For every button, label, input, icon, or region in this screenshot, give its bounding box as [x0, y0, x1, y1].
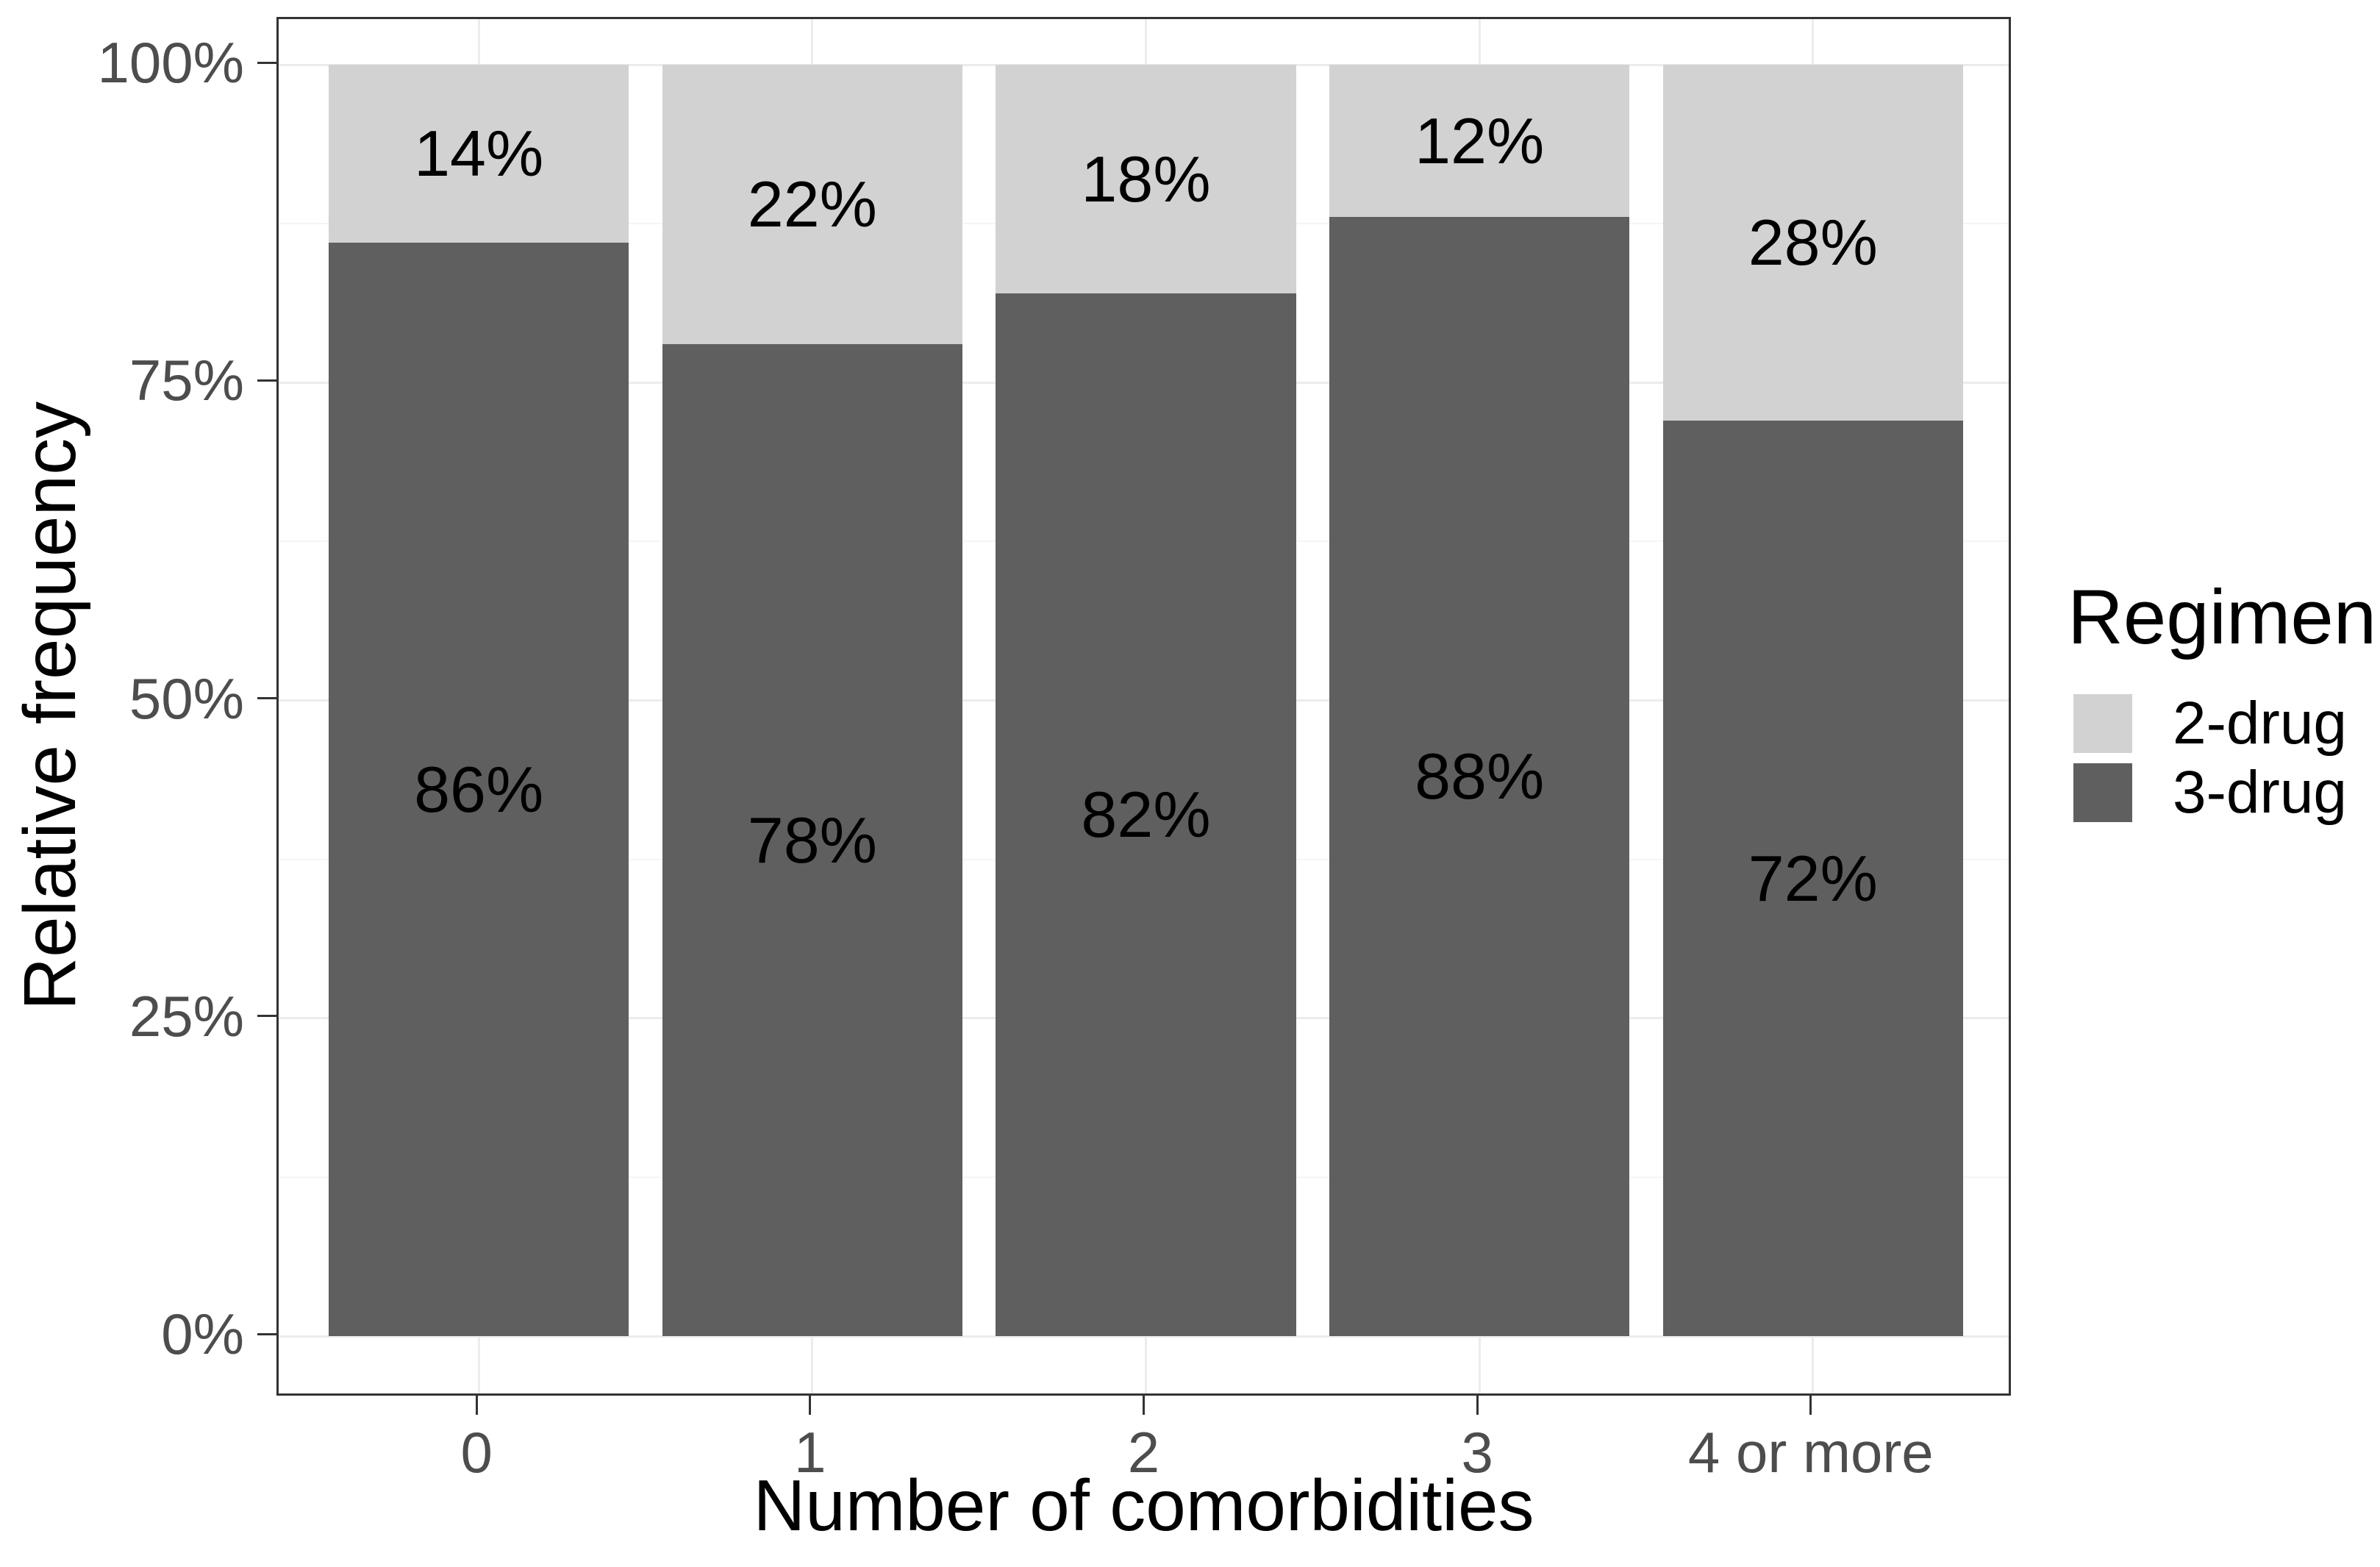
- y-tick-label: 50%: [129, 665, 244, 731]
- y-axis-tick: [257, 1015, 276, 1018]
- bar-segment-3-drug: [996, 293, 1296, 1336]
- legend-items: 2-drug 3-drug: [2068, 693, 2376, 823]
- y-axis-tick: [257, 61, 276, 64]
- plot-panel: 86% 14% 78% 22% 82% 18% 88% 12% 72% 28%: [276, 17, 2011, 1396]
- grid-major-line: [279, 1335, 2009, 1338]
- bar-value-label: 14%: [414, 117, 544, 190]
- legend-swatch-2-drug: [2073, 693, 2132, 753]
- bar-segment-3-drug: [1329, 217, 1630, 1336]
- legend-title: Regimen: [2068, 574, 2377, 660]
- x-axis-tick: [1476, 1396, 1479, 1415]
- y-tick-label: 0%: [161, 1302, 244, 1366]
- y-axis-tick: [257, 1332, 276, 1335]
- bar-segment-3-drug: [662, 344, 962, 1336]
- legend: Regimen 2-drug 3-drug: [2068, 575, 2376, 832]
- legend-swatch-3-drug: [2073, 763, 2132, 822]
- bar-value-label: 88%: [1415, 740, 1545, 813]
- legend-item-label: 2-drug: [2173, 689, 2348, 757]
- bar-segment-2-drug: [1662, 65, 1963, 421]
- bar-value-label: 82%: [1081, 778, 1211, 852]
- y-axis-tick: [257, 697, 276, 699]
- bar-segment-2-drug: [1329, 65, 1630, 218]
- x-tick-label: 3: [1461, 1420, 1493, 1485]
- bar-segment-2-drug: [662, 65, 962, 345]
- x-axis-tick: [809, 1396, 812, 1415]
- x-axis-tick: [1809, 1396, 1812, 1415]
- bar-value-label: 78%: [747, 803, 877, 877]
- x-tick-label: 4 or more: [1687, 1420, 1934, 1485]
- bar-value-label: 72%: [1748, 841, 1878, 915]
- x-axis-title: Number of comorbidities: [753, 1465, 1534, 1546]
- bar-segment-2-drug: [329, 65, 629, 243]
- x-axis-tick: [475, 1396, 478, 1415]
- bar-segment-3-drug: [1662, 421, 1963, 1336]
- y-tick-label: 75%: [129, 348, 244, 413]
- bar-segment-2-drug: [996, 65, 1296, 294]
- x-tick-label: 0: [460, 1420, 493, 1485]
- y-tick-label: 25%: [129, 983, 244, 1049]
- legend-item: 2-drug: [2073, 693, 2376, 754]
- legend-item-label: 3-drug: [2173, 758, 2348, 826]
- bar-value-label: 28%: [1748, 206, 1878, 279]
- bar-value-label: 86%: [414, 752, 544, 826]
- x-axis-tick: [1143, 1396, 1145, 1415]
- y-tick-label: 100%: [97, 30, 245, 95]
- legend-item: 3-drug: [2073, 758, 2376, 826]
- bar-value-label: 12%: [1415, 104, 1545, 177]
- x-tick-label: 2: [1127, 1420, 1160, 1485]
- bar-segment-3-drug: [329, 243, 629, 1336]
- y-axis-tick: [257, 379, 276, 382]
- x-tick-label: 1: [794, 1420, 826, 1485]
- bar-value-label: 18%: [1081, 142, 1211, 215]
- bar-value-label: 22%: [747, 168, 877, 241]
